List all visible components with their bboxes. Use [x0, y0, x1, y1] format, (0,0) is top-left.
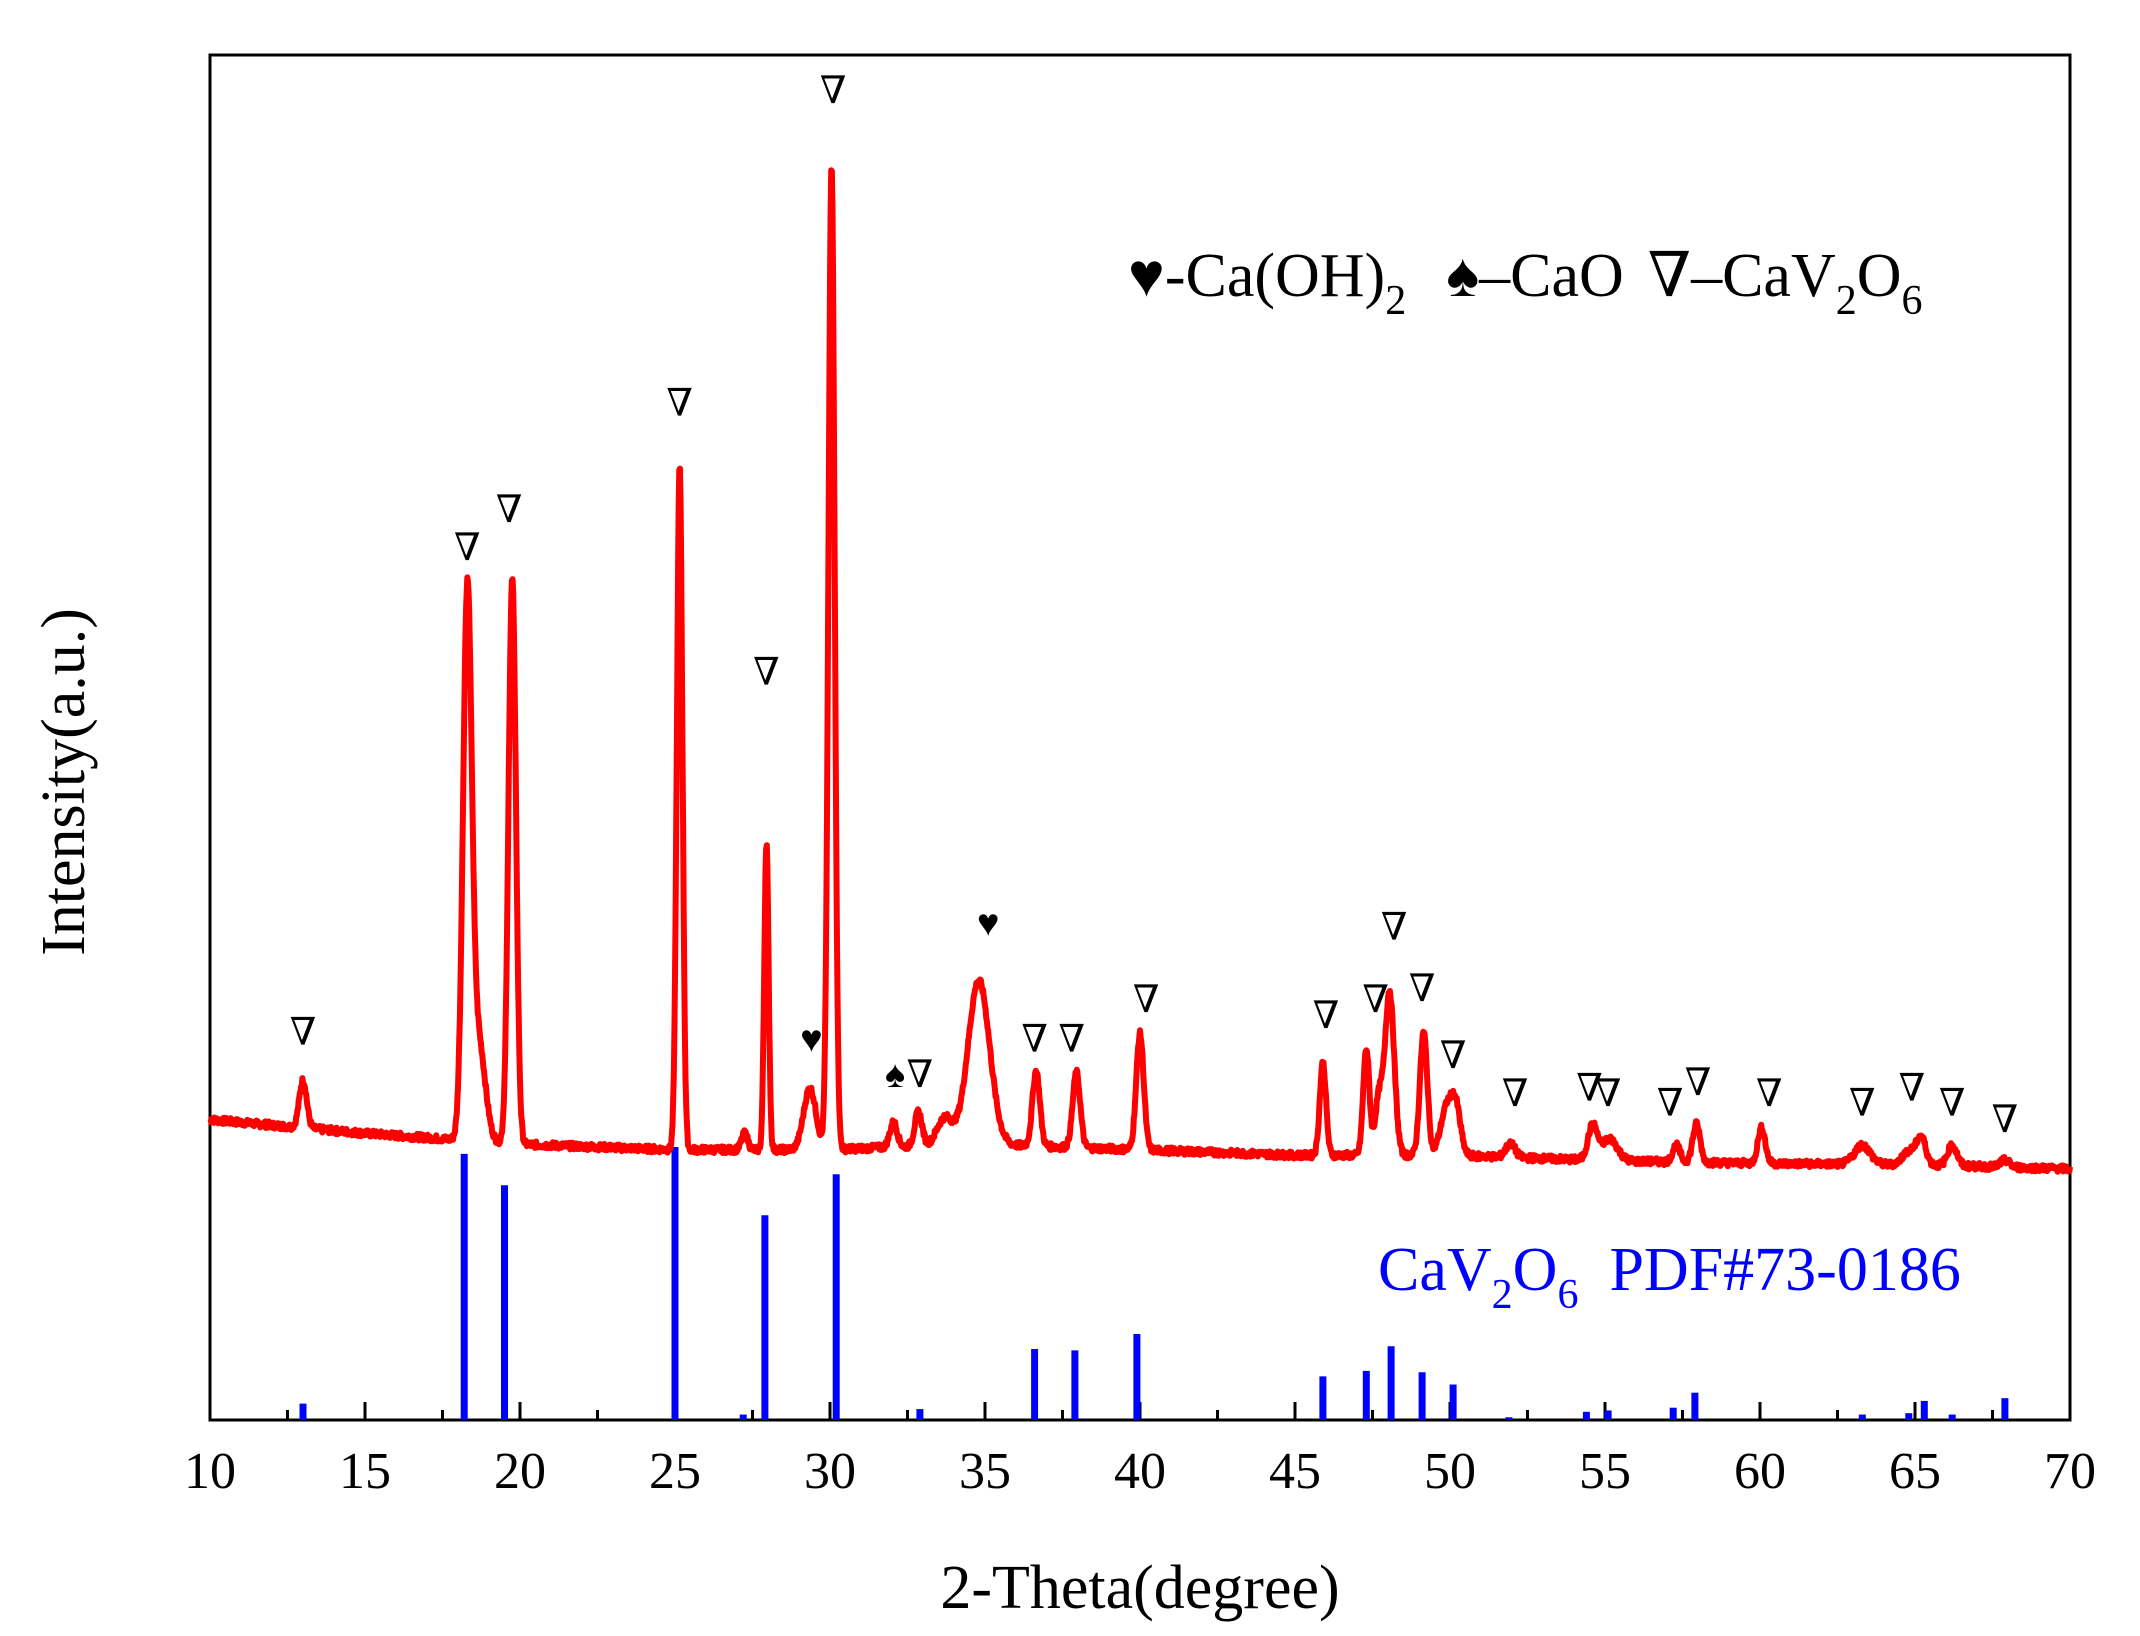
peak-marker-triangle-icon: ∇	[1021, 1018, 1048, 1060]
x-tick-label-60: 60	[1734, 1443, 1786, 1500]
legend-heart-icon: ♥	[1128, 242, 1165, 310]
peak-marker-triangle-icon: ∇	[820, 70, 847, 112]
peak-marker-triangle-icon: ∇	[1409, 968, 1436, 1010]
peak-marker-triangle-icon: ∇	[290, 1012, 317, 1054]
peak-marker-triangle-icon: ∇	[1657, 1083, 1684, 1125]
peak-marker-triangle-icon: ∇	[753, 651, 780, 693]
legend-triangle-icon: ∇	[1648, 242, 1691, 310]
peak-marker-triangle-icon: ∇	[1685, 1062, 1712, 1104]
peak-marker-triangle-icon: ∇	[1502, 1073, 1529, 1115]
x-tick-label-55: 55	[1579, 1443, 1631, 1500]
x-tick-label-30: 30	[804, 1443, 856, 1500]
peak-marker-heart-icon: ♥	[977, 902, 1000, 944]
x-tick-label-45: 45	[1269, 1443, 1321, 1500]
peak-marker-triangle-icon: ∇	[1939, 1083, 1966, 1125]
peak-marker-triangle-icon: ∇	[1362, 979, 1389, 1021]
x-tick-label-50: 50	[1424, 1443, 1476, 1500]
peak-marker-triangle-icon: ∇	[1992, 1099, 2019, 1141]
peak-marker-triangle-icon: ∇	[1756, 1073, 1783, 1115]
peak-marker-triangle-icon: ∇	[1133, 979, 1160, 1021]
x-tick-label-40: 40	[1114, 1443, 1166, 1500]
x-tick-label-10: 10	[184, 1443, 236, 1500]
xrd-pattern-line	[207, 167, 2073, 1175]
peak-marker-triangle-icon: ∇	[1899, 1068, 1926, 1110]
x-tick-label-25: 25	[649, 1443, 701, 1500]
x-tick-label-35: 35	[959, 1443, 1011, 1500]
x-tick-label-15: 15	[339, 1443, 391, 1500]
peak-marker-triangle-icon: ∇	[1440, 1035, 1467, 1077]
peak-marker-triangle-icon: ∇	[666, 382, 693, 424]
x-tick-label-20: 20	[494, 1443, 546, 1500]
peak-marker-triangle-icon: ∇	[907, 1054, 934, 1096]
reference-label: CaV2O6 PDF#73-0186	[1378, 1236, 1961, 1318]
legend: ♥-Ca(OH)2 ♠–CaO ∇–CaV2O6	[1128, 242, 1923, 324]
x-tick-label-65: 65	[1889, 1443, 1941, 1500]
peak-marker-heart-icon: ♥	[800, 1018, 823, 1060]
y-axis-title: Intensity(a.u.)	[30, 608, 98, 956]
peak-marker-triangle-icon: ∇	[1313, 995, 1340, 1037]
peak-marker-triangle-icon: ∇	[1849, 1083, 1876, 1125]
peak-marker-triangle-icon: ∇	[1576, 1068, 1603, 1110]
peak-marker-triangle-icon: ∇	[1381, 907, 1408, 949]
peak-marker-triangle-icon: ∇	[1059, 1018, 1086, 1060]
x-axis-title: 2-Theta(degree)	[940, 1554, 1339, 1622]
x-tick-label-70: 70	[2044, 1443, 2096, 1500]
peak-marker-triangle-icon: ∇	[1595, 1073, 1622, 1115]
peak-marker-triangle-icon: ∇	[454, 527, 481, 569]
peak-marker-triangle-icon: ∇	[496, 489, 523, 531]
legend-spade-icon: ♠	[1446, 242, 1479, 310]
peak-marker-spade-icon: ♠	[885, 1054, 905, 1096]
